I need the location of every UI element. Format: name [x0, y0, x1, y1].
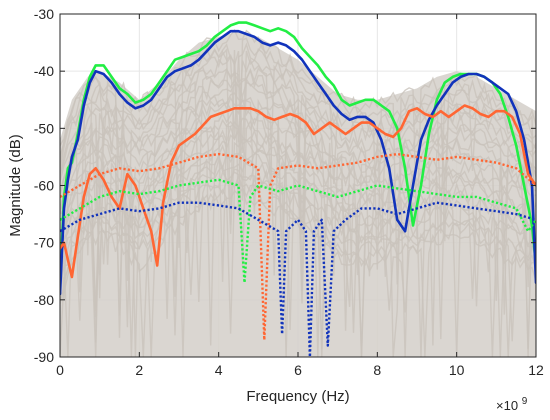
background-trace: [60, 67, 536, 293]
x-axis-exponent-base: ×10: [496, 398, 518, 413]
background-trace: [60, 49, 536, 184]
y-tick-label: -70: [34, 235, 54, 251]
series-line-3-dotted: [60, 152, 536, 342]
x-tick-label: 8: [373, 362, 381, 378]
series-line-2-solid: [60, 104, 536, 279]
y-tick-label: -80: [34, 292, 54, 308]
background-trace: [60, 96, 536, 357]
y-tick-label: -90: [34, 349, 54, 365]
series-line-4-dotted: [60, 178, 536, 284]
background-series-band: [60, 28, 536, 357]
y-tick-label: -30: [34, 6, 54, 22]
background-trace: [60, 78, 536, 291]
y-tick-label: -60: [34, 178, 54, 194]
background-trace: [60, 42, 536, 270]
y-axis-label: Magnitude (dB): [7, 134, 24, 237]
background-trace: [60, 181, 536, 357]
x-axis-exponent-power: 9: [522, 396, 528, 407]
series-line-1-solid: [60, 29, 536, 296]
background-trace: [60, 81, 536, 299]
background-trace: [60, 164, 536, 357]
x-axis-label: Frequency (Hz): [246, 388, 349, 405]
background-trace: [60, 157, 536, 357]
background-trace: [60, 126, 536, 357]
background-trace: [60, 104, 536, 346]
x-tick-label: 4: [215, 362, 223, 378]
y-tick-label: -50: [34, 120, 54, 136]
x-tick-label: 6: [294, 362, 302, 378]
background-trace: [60, 144, 536, 331]
x-axis-exponent: ×10 9: [496, 396, 528, 413]
x-tick-label: 2: [135, 362, 143, 378]
series-line-0-solid: [60, 21, 536, 284]
x-tick-label: 0: [56, 362, 64, 378]
series-layer: [60, 21, 536, 357]
series-line-5-dotted: [60, 201, 536, 357]
x-tick-label: 12: [528, 362, 544, 378]
ticks: 0 2 4 6 8 10 12 -30 -40 -50 -60 -70 -80 -90: [34, 6, 544, 378]
background-trace: [60, 67, 536, 212]
background-trace: [60, 186, 536, 357]
background-trace: [60, 138, 536, 357]
x-tick-label: 10: [449, 362, 465, 378]
y-tick-label: -40: [34, 63, 54, 79]
